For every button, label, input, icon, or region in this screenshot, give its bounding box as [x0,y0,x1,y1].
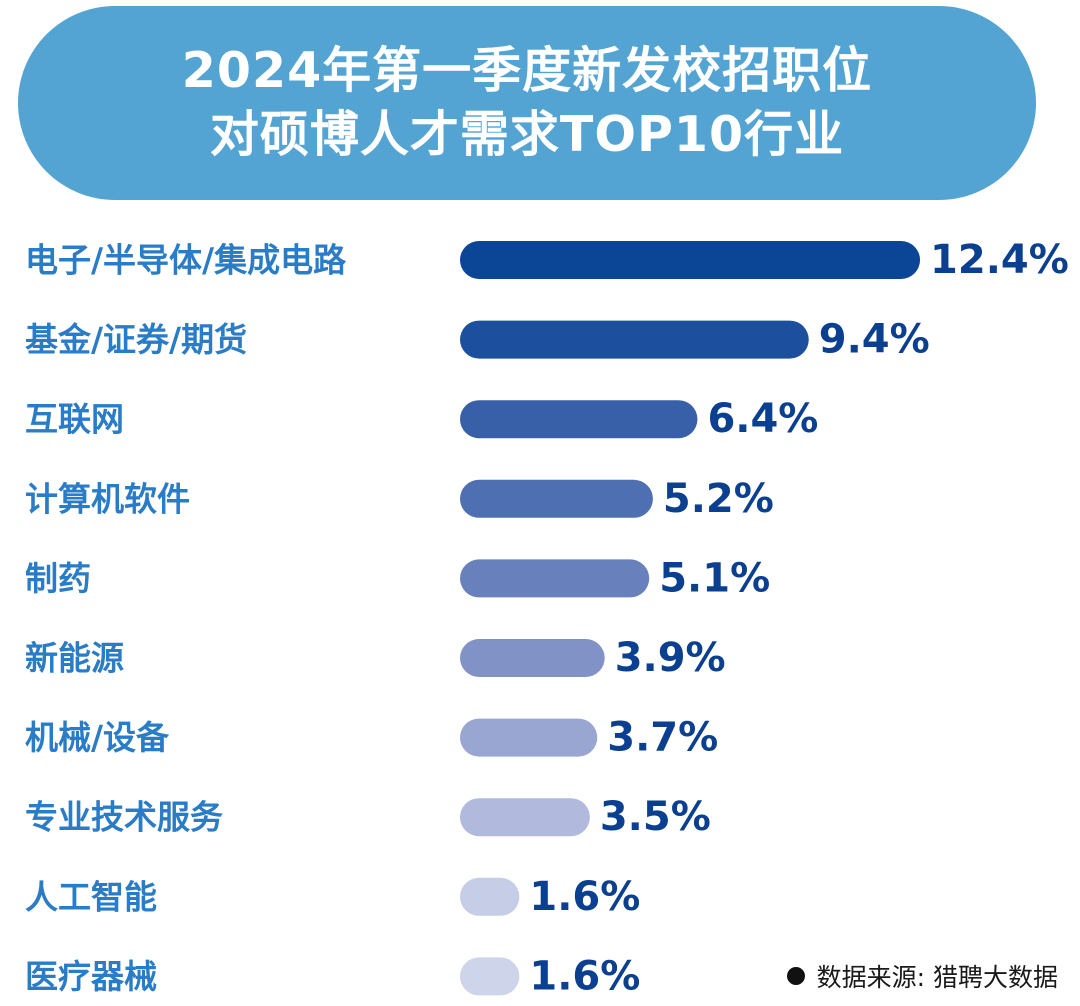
bar [460,798,590,837]
category-label: 机械/设备 [25,718,170,757]
chart-title-line-2: 对硕博人才需求TOP10行业 [209,106,845,163]
data-label: 12.4% [930,237,1069,283]
data-source: 数据来源: 猎聘大数据 [786,958,1058,994]
category-label: 基金/证券/期货 [25,320,247,359]
bar [460,559,650,598]
chart-title-line-1: 2024年第一季度新发校招职位 [181,42,873,99]
data-label: 3.7% [607,715,718,761]
data-label: 9.4% [819,317,930,363]
data-source-label: 数据来源: 猎聘大数据 [816,963,1058,992]
category-label: 计算机软件 [25,479,190,518]
category-label: 医疗器械 [25,957,157,996]
bar [460,957,520,996]
category-label: 制药 [25,559,91,598]
bar [460,479,653,518]
bar [460,400,698,439]
data-label: 1.6% [529,953,640,999]
bullet-dot-icon [786,967,805,985]
category-label: 新能源 [25,639,124,678]
bar [460,718,598,757]
bar [460,877,520,916]
data-label: 3.9% [615,635,726,681]
category-label: 电子/半导体/集成电路 [25,241,347,280]
data-label: 3.5% [600,794,711,840]
title-banner: 2024年第一季度新发校招职位 对硕博人才需求TOP10行业 [18,6,1036,200]
bar [460,639,605,677]
category-label: 人工智能 [25,877,157,916]
data-label: 5.2% [663,476,774,522]
bar [460,320,809,359]
data-label: 6.4% [707,396,818,442]
category-label: 专业技术服务 [25,798,223,837]
bar [460,241,921,279]
category-label: 互联网 [25,400,124,439]
data-label: 1.6% [529,874,640,920]
data-label: 5.1% [659,555,770,601]
